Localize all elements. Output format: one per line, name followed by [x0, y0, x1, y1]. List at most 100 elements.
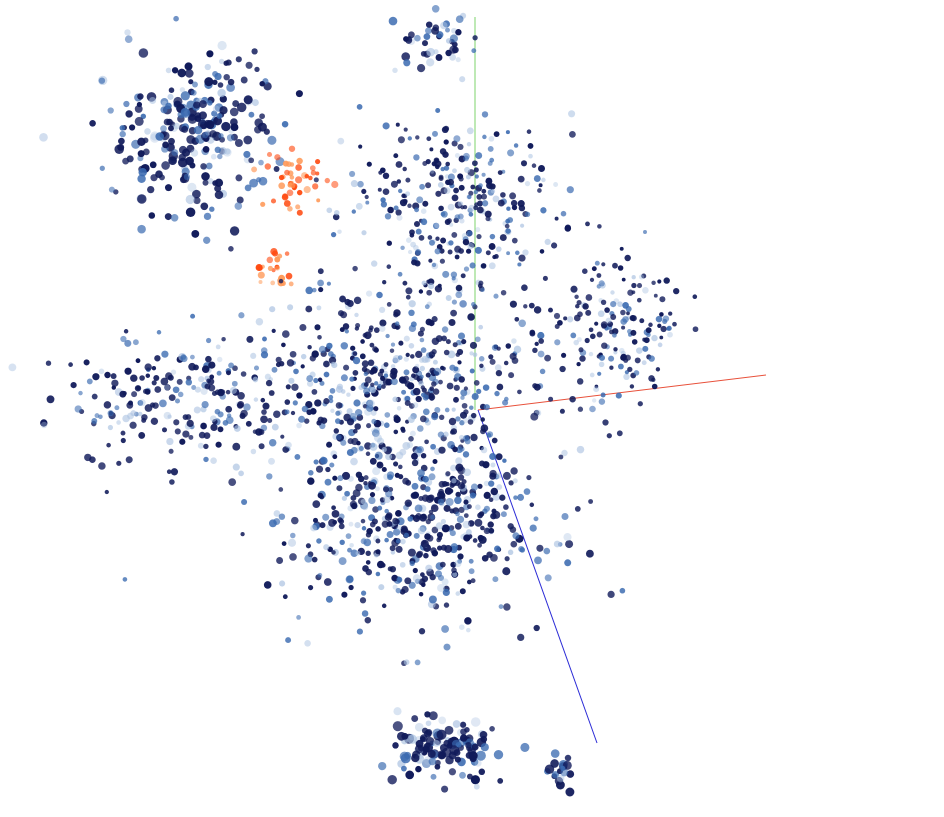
point[interactable] — [325, 466, 331, 473]
point[interactable] — [395, 545, 403, 553]
point[interactable] — [518, 204, 526, 212]
point[interactable] — [470, 717, 481, 727]
point[interactable] — [407, 734, 417, 745]
point[interactable] — [423, 552, 429, 559]
point[interactable] — [411, 491, 420, 499]
point[interactable] — [420, 572, 425, 577]
point[interactable] — [312, 517, 319, 523]
point[interactable] — [361, 526, 367, 531]
point[interactable] — [333, 428, 340, 434]
point[interactable] — [380, 197, 386, 203]
point[interactable] — [459, 721, 467, 728]
point[interactable] — [463, 386, 469, 391]
point[interactable] — [621, 325, 626, 330]
point[interactable] — [627, 366, 633, 373]
point[interactable] — [513, 495, 518, 500]
point[interactable] — [374, 486, 380, 492]
point[interactable] — [499, 234, 507, 242]
point[interactable] — [387, 566, 393, 572]
point[interactable] — [295, 164, 302, 171]
point[interactable] — [185, 69, 194, 78]
point[interactable] — [495, 453, 503, 461]
point[interactable] — [432, 388, 440, 395]
point[interactable] — [256, 177, 262, 183]
point[interactable] — [561, 449, 568, 457]
point[interactable] — [351, 209, 356, 214]
point[interactable] — [425, 372, 431, 378]
point[interactable] — [168, 448, 174, 454]
point[interactable] — [511, 237, 518, 244]
point[interactable] — [451, 478, 457, 484]
point[interactable] — [465, 529, 472, 536]
point[interactable] — [209, 130, 217, 138]
point[interactable] — [504, 556, 510, 562]
point[interactable] — [430, 514, 435, 520]
point[interactable] — [559, 408, 565, 414]
point[interactable] — [453, 187, 460, 194]
point[interactable] — [200, 387, 208, 395]
point[interactable] — [489, 452, 497, 461]
point[interactable] — [401, 765, 407, 772]
point[interactable] — [365, 550, 371, 557]
point[interactable] — [557, 320, 563, 326]
point[interactable] — [316, 198, 321, 203]
point[interactable] — [301, 405, 309, 413]
point[interactable] — [479, 445, 484, 451]
point[interactable] — [324, 478, 332, 486]
point[interactable] — [351, 502, 358, 510]
point[interactable] — [499, 494, 506, 501]
point[interactable] — [457, 559, 462, 564]
point[interactable] — [573, 314, 581, 322]
point[interactable] — [476, 206, 484, 214]
point[interactable] — [198, 431, 206, 439]
point[interactable] — [386, 520, 393, 527]
point[interactable] — [217, 153, 223, 160]
point[interactable] — [469, 341, 478, 349]
point[interactable] — [286, 359, 295, 367]
point[interactable] — [200, 163, 207, 170]
point[interactable] — [633, 370, 640, 376]
point[interactable] — [601, 323, 607, 329]
point[interactable] — [554, 339, 561, 346]
point[interactable] — [471, 302, 476, 307]
point[interactable] — [160, 106, 168, 114]
point[interactable] — [354, 423, 361, 430]
point[interactable] — [340, 439, 347, 446]
point[interactable] — [164, 213, 172, 221]
point[interactable] — [417, 64, 426, 73]
point[interactable] — [458, 376, 465, 383]
point[interactable] — [379, 368, 385, 374]
point[interactable] — [461, 402, 468, 409]
point[interactable] — [534, 556, 542, 565]
point[interactable] — [401, 52, 411, 61]
point[interactable] — [278, 487, 284, 492]
point[interactable] — [659, 296, 666, 303]
cluster-right-diffuse[interactable] — [528, 224, 699, 426]
point[interactable] — [610, 301, 617, 308]
point[interactable] — [361, 230, 367, 236]
point[interactable] — [254, 66, 260, 73]
point[interactable] — [204, 63, 211, 71]
point[interactable] — [187, 114, 198, 124]
point[interactable] — [137, 137, 146, 146]
point[interactable] — [408, 31, 415, 39]
point[interactable] — [448, 318, 456, 327]
point[interactable] — [481, 554, 489, 562]
point[interactable] — [503, 360, 509, 366]
point[interactable] — [490, 189, 496, 194]
point[interactable] — [222, 420, 229, 426]
point[interactable] — [370, 366, 378, 374]
point[interactable] — [119, 125, 126, 131]
point[interactable] — [289, 180, 294, 185]
point[interactable] — [480, 428, 486, 435]
point[interactable] — [155, 132, 164, 141]
point[interactable] — [526, 475, 532, 481]
point[interactable] — [281, 342, 286, 348]
point[interactable] — [400, 538, 406, 545]
point[interactable] — [424, 486, 431, 492]
point[interactable] — [441, 126, 449, 134]
point[interactable] — [487, 145, 494, 152]
point[interactable] — [137, 174, 146, 184]
point[interactable] — [478, 535, 487, 544]
point[interactable] — [416, 196, 424, 204]
